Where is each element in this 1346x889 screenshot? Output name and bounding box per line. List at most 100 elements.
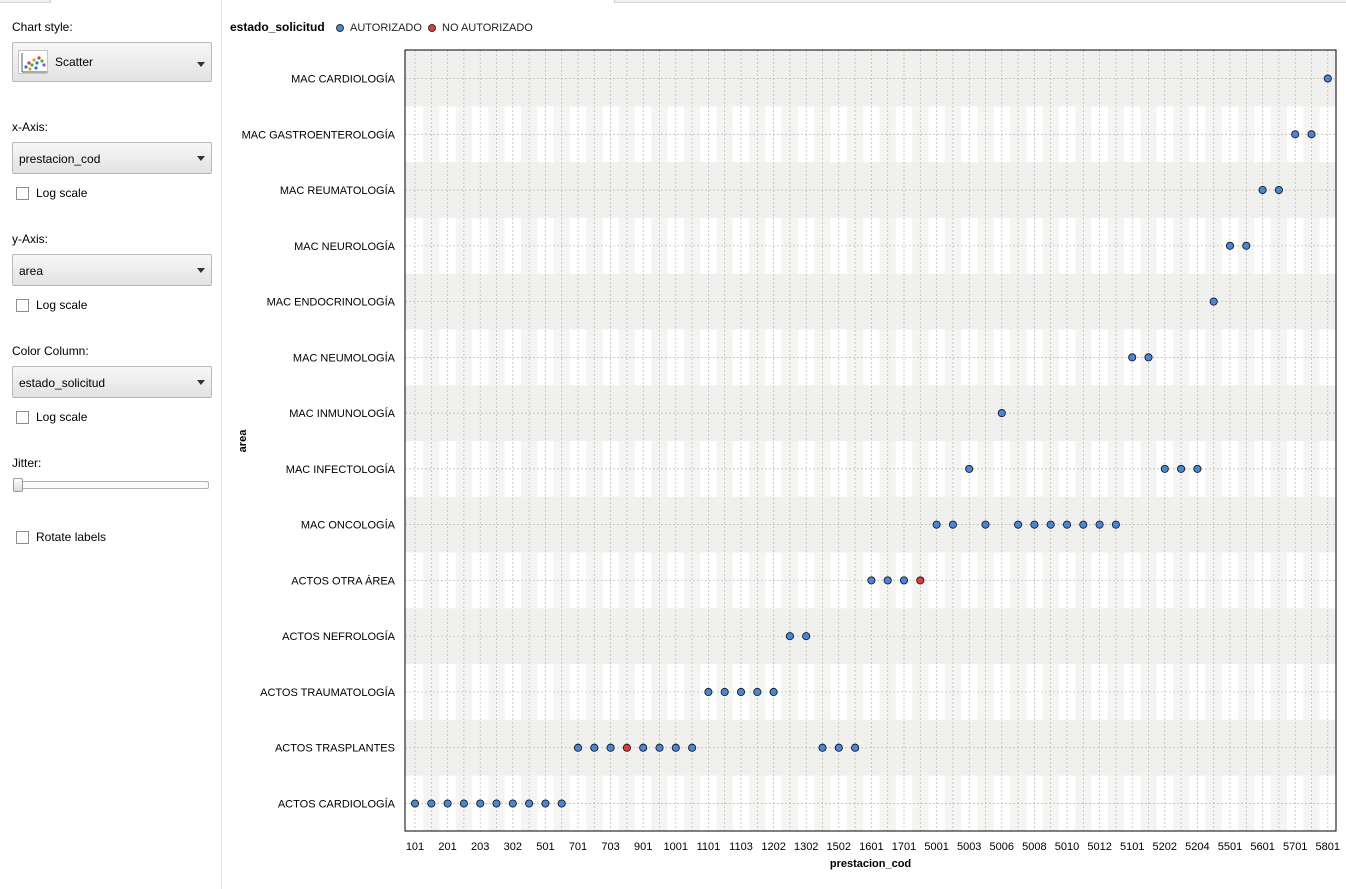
y-log-scale-checkbox[interactable]: Log scale [16,298,87,312]
x-band [1270,50,1288,831]
x-band [1140,50,1157,831]
x-tick-label: 5008 [1022,841,1046,853]
x-band [1107,50,1125,831]
x-band [749,50,766,831]
x-tick-label: 5501 [1218,841,1242,853]
x-band [520,50,538,831]
checkbox-box[interactable] [16,298,29,312]
x-band [651,50,668,831]
x-band [1075,50,1092,831]
legend-item-autorizado: AUTORIZADO [336,22,422,34]
x-band [455,50,473,831]
x-tick-label: 1202 [761,841,785,853]
x-tick-label: 501 [536,841,554,853]
x-axis-label: x-Axis: [12,120,48,134]
data-point [655,743,664,752]
x-axis-value: prestacion_cod [19,152,101,166]
data-point [1225,241,1235,250]
color-log-scale-checkbox[interactable]: Log scale [16,410,87,424]
data-point [704,687,713,697]
x-tick-label: 1101 [697,841,721,853]
data-point [639,743,648,752]
data-point [802,632,811,641]
x-band [781,50,799,831]
data-point [965,464,974,473]
data-point [883,576,892,585]
data-point [720,687,729,697]
x-tick-label: 1302 [794,841,818,853]
legend-marker [336,24,344,32]
data-point [573,743,583,752]
data-point [753,687,762,697]
x-axis-title: prestacion_cod [830,858,911,870]
x-axis-dropdown[interactable]: prestacion_cod [12,142,212,174]
x-tick-label: 1601 [859,841,883,853]
chevron-down-icon [197,380,205,385]
data-point [1030,520,1039,529]
chevron-down-icon [197,62,205,67]
checkbox-box[interactable] [16,530,29,544]
y-tick-label: ACTOS TRAUMATOLOGÍA [260,686,396,699]
x-band [912,50,929,831]
data-point [1177,464,1186,473]
data-point [1144,353,1153,362]
x-tick-label: 302 [504,841,522,853]
x-tick-label: 5101 [1120,841,1144,853]
data-point [476,799,485,808]
x-tick-label: 5003 [957,841,981,853]
chart-style-value: Scatter [55,55,94,69]
color-column-label: Color Column: [12,344,89,358]
y-tick-label: MAC NEUROLOGÍA [294,240,396,253]
data-point [1291,130,1300,139]
x-band [879,50,896,831]
x-band [814,50,831,831]
x-band [683,50,701,831]
active-tab[interactable] [50,0,615,3]
data-point [410,799,420,808]
data-point [981,520,990,529]
checkbox-box[interactable] [16,186,29,200]
data-point [1307,130,1316,139]
x-band [1303,50,1320,831]
jitter-slider-thumb[interactable] [13,478,23,492]
data-point [997,409,1006,418]
data-point [769,687,778,697]
data-point [1128,353,1137,362]
data-point [1274,185,1283,195]
color-column-dropdown[interactable]: estado_solicitud [12,366,212,398]
data-point [492,799,501,808]
data-point [1193,464,1202,473]
data-point [1095,520,1104,529]
x-tick-label: 5701 [1283,841,1307,853]
x-band [846,50,864,831]
legend-label: AUTORIZADO [350,22,422,34]
y-axis-dropdown[interactable]: area [12,254,212,286]
legend-label: NO AUTORIZADO [442,22,533,34]
checkbox-box[interactable] [16,410,29,424]
x-tick-label: 5801 [1316,841,1340,853]
x-tick-label: 1001 [664,841,688,853]
data-point [1258,185,1267,195]
y-axis-value: area [19,264,44,278]
x-tick-label: 203 [471,841,489,853]
chart-style-dropdown[interactable]: Scatter [12,42,212,82]
data-point [785,632,794,641]
x-band [586,50,603,831]
chart-style-label: Chart style: [12,20,73,34]
color-log-scale-label: Log scale [36,410,88,424]
x-tick-label: 701 [569,841,587,853]
data-point [736,687,746,697]
x-log-scale-checkbox[interactable]: Log scale [16,186,87,200]
rotate-labels-checkbox[interactable]: Rotate labels [16,530,106,544]
chevron-down-icon [197,268,205,273]
data-point [1111,520,1120,529]
rotate-labels-label: Rotate labels [36,530,107,544]
data-point [459,799,468,808]
data-point [1160,464,1169,473]
x-band [716,50,733,831]
legend-marker [428,24,436,32]
chevron-down-icon [197,156,205,161]
x-tick-label: 1502 [827,841,851,853]
y-tick-label: ACTOS TRASPLANTES [275,743,395,755]
